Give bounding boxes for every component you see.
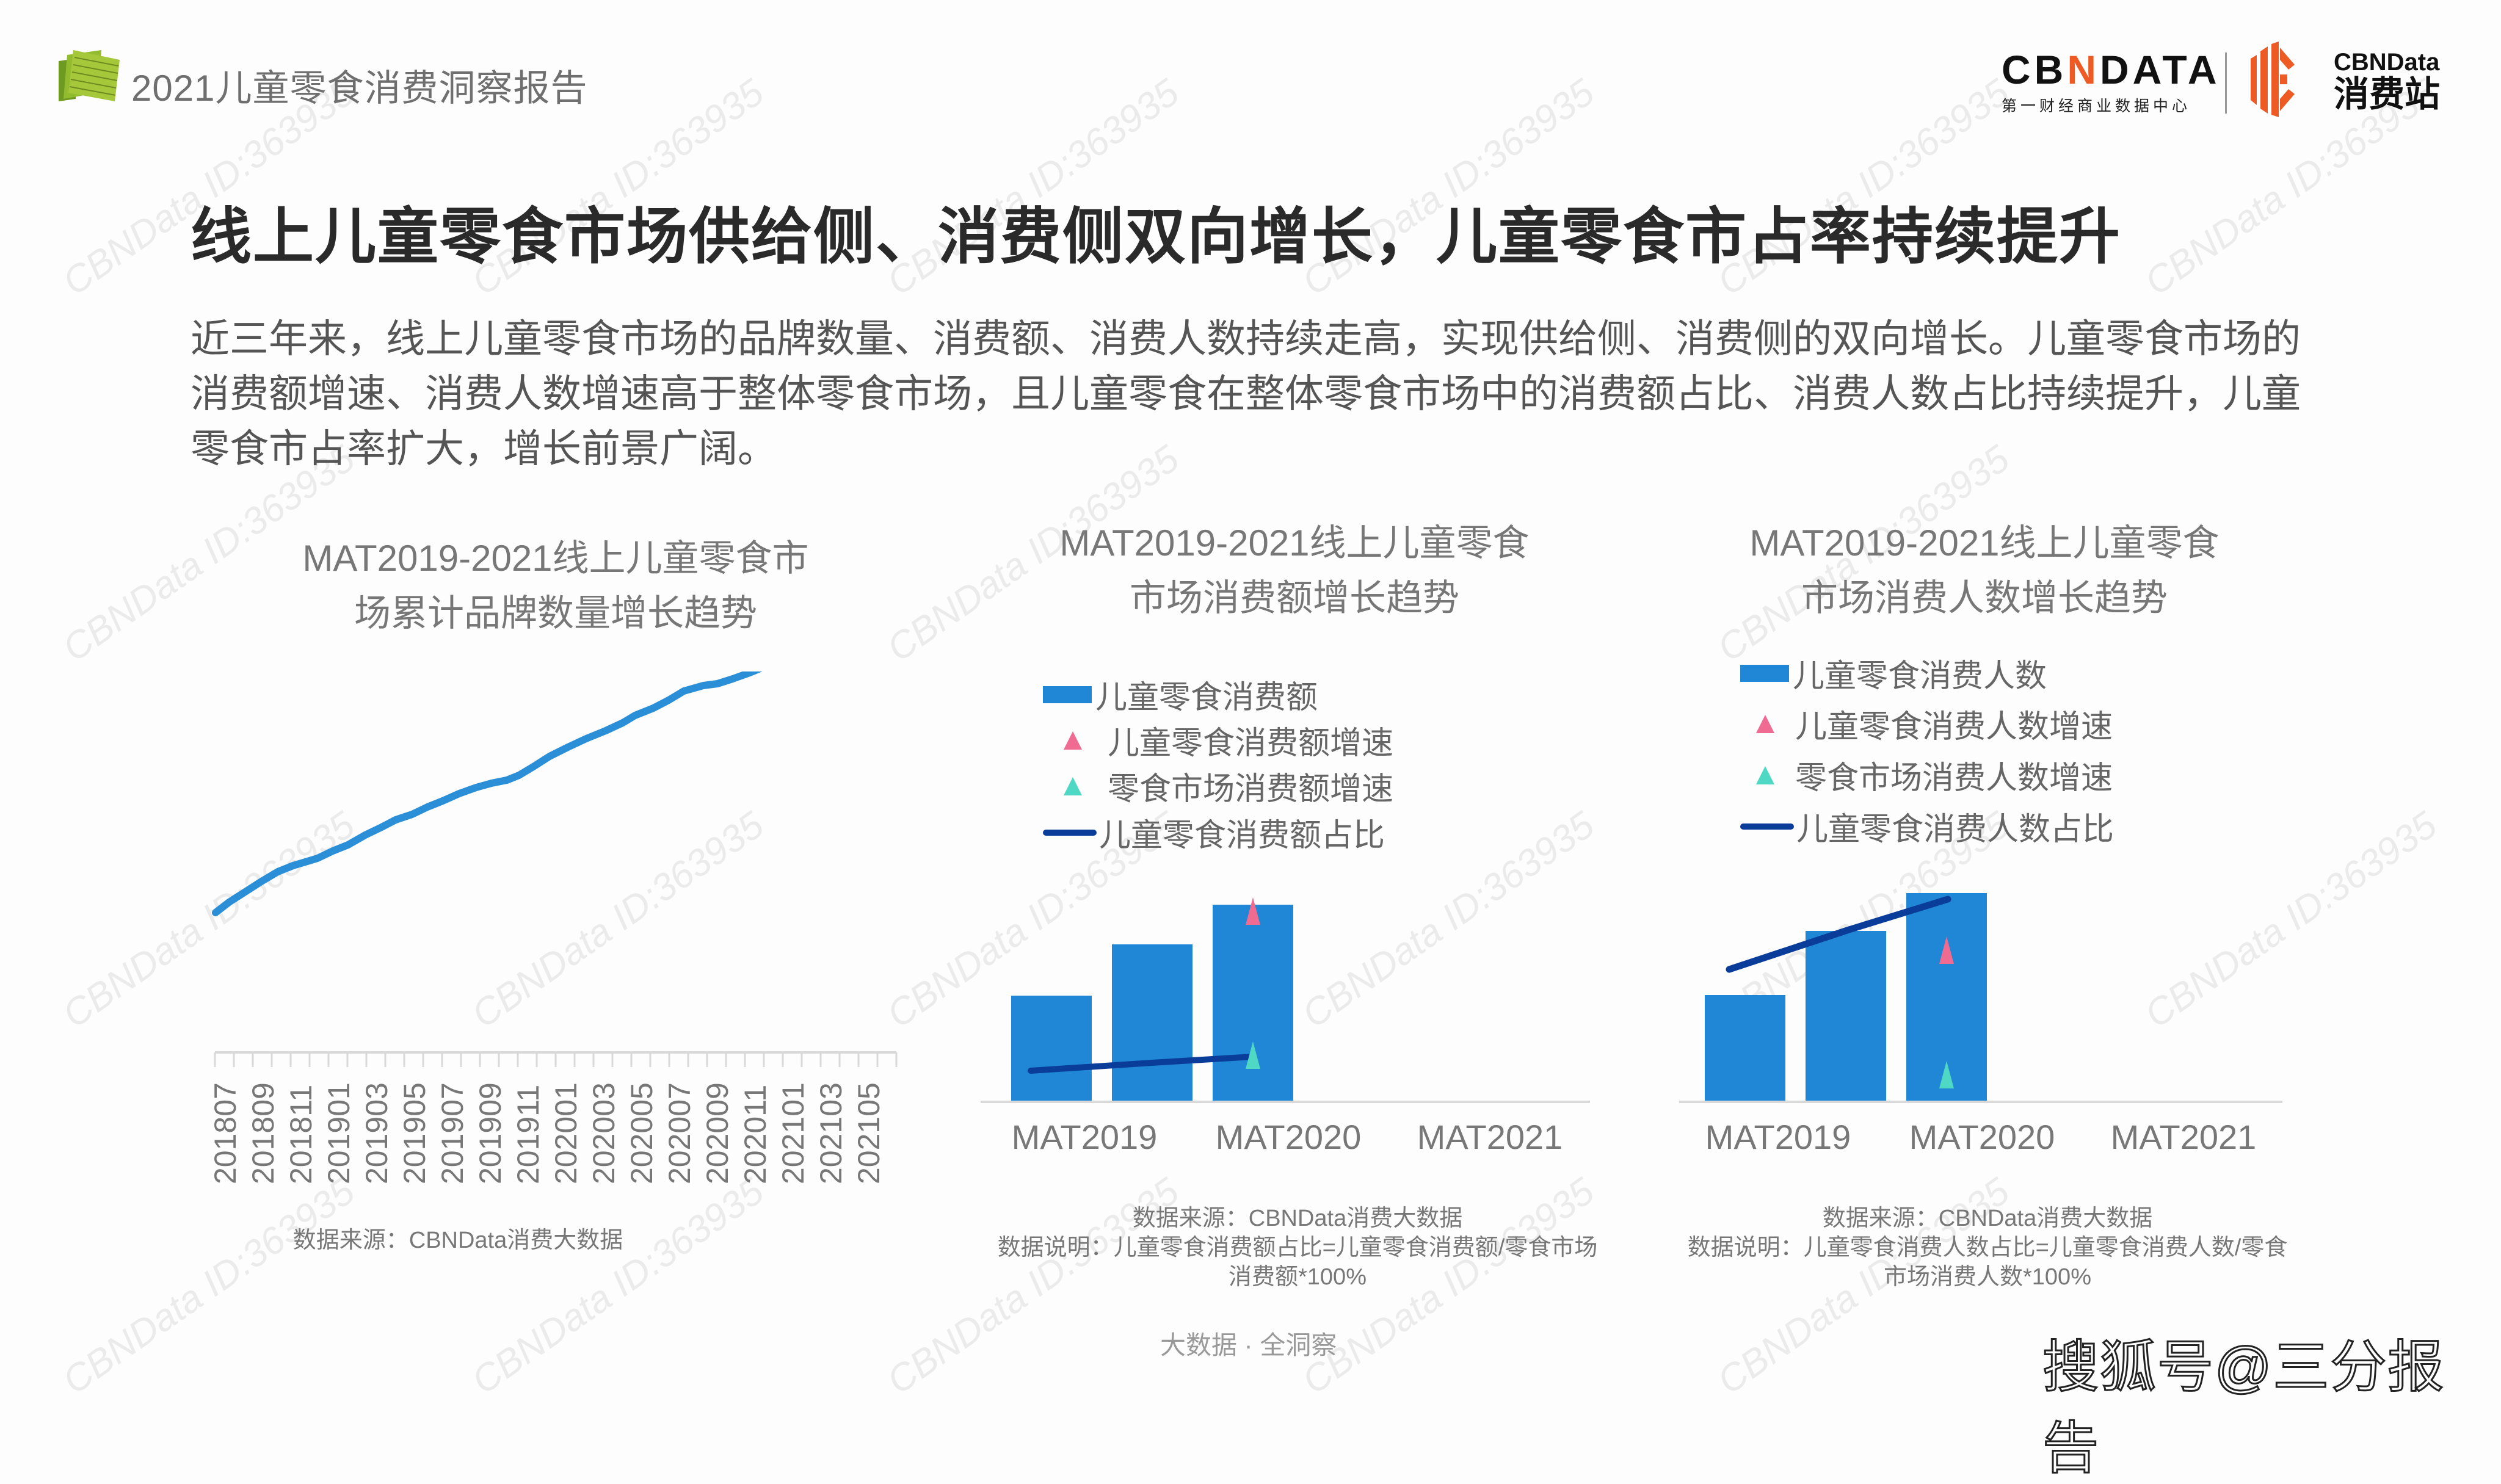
x-tick: 201909 <box>473 1082 507 1184</box>
legend-item-users: 儿童零食消费人数 <box>1740 650 2047 696</box>
legend-item-spend-share: 儿童零食消费额占比 <box>1043 809 1385 855</box>
users-note-line2: 市场消费人数*100% <box>1884 1264 2091 1290</box>
users-source: 数据来源：CBNData消费大数据 <box>1822 1206 2153 1231</box>
brands-title-line1: MAT2019-2021线上儿童零食市 <box>302 538 809 579</box>
watermark: CBNData ID:363935 <box>55 1170 363 1403</box>
bar-mat2019 <box>1705 995 1785 1102</box>
pink-triangle-icon <box>1756 714 1774 733</box>
users-chart-title: MAT2019-2021线上儿童零食 市场消费人数增长趋势 <box>1679 516 2290 626</box>
legend-item-market-growth: 零食市场消费额增速 <box>1043 763 1393 809</box>
teal-triangle-icon <box>1756 766 1774 784</box>
x-tick: 201807 <box>208 1082 242 1184</box>
station-en: CBNData <box>2334 49 2440 76</box>
spend-title-line1: MAT2019-2021线上儿童零食 <box>1059 523 1530 563</box>
line-swatch-icon <box>1043 829 1097 836</box>
legend-label: 儿童零食消费额占比 <box>1099 818 1385 853</box>
users-title-line1: MAT2019-2021线上儿童零食 <box>1749 523 2220 563</box>
x-tick: 201809 <box>246 1082 280 1184</box>
legend-label: 儿童零食消费人数 <box>1793 659 2047 694</box>
x-label: MAT2019 <box>1705 1118 1851 1156</box>
line-swatch-icon <box>1740 823 1794 830</box>
bar-mat2020 <box>1112 944 1192 1101</box>
legend-label: 零食市场消费额增速 <box>1108 772 1394 807</box>
legend-item-users-growth: 儿童零食消费人数增速 <box>1740 701 2113 747</box>
market-growth-marker <box>1246 1041 1260 1069</box>
teal-triangle-icon <box>1064 776 1082 795</box>
spend-growth-marker <box>1246 897 1260 925</box>
x-tick: 201901 <box>322 1082 356 1184</box>
x-tick: 201903 <box>360 1082 394 1184</box>
x-tick: 202101 <box>776 1082 810 1184</box>
x-tick: 201811 <box>284 1084 318 1184</box>
intro-paragraph: 近三年来，线上儿童零食市场的品牌数量、消费额、消费人数持续走高，实现供给侧、消费… <box>191 317 2301 471</box>
brands-source-note: 数据来源：CBNData消费大数据 <box>292 1228 623 1253</box>
x-label: MAT2021 <box>2110 1118 2257 1156</box>
legend-label: 儿童零食消费人数占比 <box>1796 812 2114 847</box>
x-tick: 202005 <box>625 1082 659 1184</box>
legend-item-spend: 儿童零食消费额 <box>1043 671 1318 717</box>
report-title: 2021儿童零食消费洞察报告 <box>131 68 588 109</box>
station-wordmark: CBNData 消费站 <box>2334 50 2440 112</box>
users-share-line <box>1726 896 1951 973</box>
spend-note-line1: 数据说明：儿童零食消费额占比=儿童零食消费额/零食市场 <box>997 1235 1598 1261</box>
users-growth-marker <box>1939 936 1954 964</box>
footer-tagline: 大数据 · 全洞察 <box>1160 1331 1337 1359</box>
report-book-icon <box>59 50 120 101</box>
users-notes: 数据来源：CBNData消费大数据 数据说明：儿童零食消费人数占比=儿童零食消费… <box>1649 1204 2326 1292</box>
brands-trend-line <box>212 671 763 916</box>
brands-chart-title: MAT2019-2021线上儿童零食市 场累计品牌数量增长趋势 <box>214 531 898 641</box>
x-tick: 201911 <box>511 1084 545 1184</box>
brands-line-chart <box>212 671 763 916</box>
legend-item-users-share: 儿童零食消费人数占比 <box>1740 803 2114 849</box>
cbndata-subtitle: 第一财经商业数据中心 <box>2002 98 2191 115</box>
sohu-watermark: 搜狐号@三分报告 <box>2042 1336 2445 1481</box>
x-tick: 202103 <box>814 1082 848 1184</box>
logo-divider <box>2225 52 2227 114</box>
bar-mat2021 <box>1213 905 1293 1101</box>
bar-mat2019 <box>1011 996 1092 1101</box>
cbndata-wordmark: CBNDATA <box>2002 47 2221 92</box>
x-tick: 202001 <box>549 1082 583 1184</box>
bar-swatch-icon <box>1740 664 1789 682</box>
x-label: MAT2020 <box>1215 1118 1362 1156</box>
legend-label: 零食市场消费人数增速 <box>1795 761 2113 796</box>
users-note-line1: 数据说明：儿童零食消费人数占比=儿童零食消费人数/零食 <box>1687 1235 2288 1261</box>
cbndata-station-icon <box>2251 42 2295 117</box>
spend-notes: 数据来源：CBNData消费大数据 数据说明：儿童零食消费额占比=儿童零食消费额… <box>959 1204 1636 1292</box>
x-tick: 202007 <box>662 1082 697 1184</box>
cbndata-logo: CBNDATA 第一财经商业数据中心 <box>2002 46 2221 116</box>
brands-title-line2: 场累计品牌数量增长趋势 <box>354 593 757 634</box>
watermark: CBNData ID:363935 <box>464 1170 772 1403</box>
market-users-growth-marker <box>1939 1061 1954 1088</box>
x-label: MAT2019 <box>1011 1118 1158 1156</box>
brands-x-axis <box>214 1051 898 1067</box>
spend-source: 数据来源：CBNData消费大数据 <box>1132 1206 1463 1231</box>
bar-swatch-icon <box>1043 686 1092 703</box>
x-tick: 202011 <box>738 1084 772 1184</box>
legend-item-market-users-growth: 零食市场消费人数增速 <box>1740 752 2113 798</box>
x-tick: 201907 <box>435 1082 470 1184</box>
x-tick: 202009 <box>700 1082 735 1184</box>
spend-bar-chart <box>981 897 1590 1103</box>
legend-label: 儿童零食消费人数增速 <box>1795 709 2113 745</box>
x-tick: 201905 <box>397 1082 432 1184</box>
x-label: MAT2021 <box>1417 1118 1563 1156</box>
page-title: 线上儿童零食市场供给侧、消费侧双向增长，儿童零食市占率持续提升 <box>191 203 2121 271</box>
users-bar-chart <box>1679 893 2282 1103</box>
legend-label: 儿童零食消费额 <box>1095 680 1318 715</box>
bar-mat2020 <box>1806 931 1886 1102</box>
users-title-line2: 市场消费人数增长趋势 <box>1801 577 2168 618</box>
spend-chart-title: MAT2019-2021线上儿童零食 市场消费额增长趋势 <box>989 516 1600 626</box>
spend-title-line2: 市场消费额增长趋势 <box>1130 577 1459 618</box>
x-tick: 202003 <box>587 1082 621 1184</box>
spend-share-line <box>1028 1054 1256 1074</box>
legend-item-spend-growth: 儿童零食消费额增速 <box>1043 717 1393 763</box>
pink-triangle-icon <box>1064 731 1082 750</box>
x-tick: 202105 <box>852 1082 886 1184</box>
legend-label: 儿童零食消费额增速 <box>1108 726 1394 761</box>
x-label: MAT2020 <box>1909 1118 2055 1156</box>
station-cn: 消费站 <box>2334 74 2441 114</box>
spend-note-line2: 消费额*100% <box>1229 1264 1367 1290</box>
